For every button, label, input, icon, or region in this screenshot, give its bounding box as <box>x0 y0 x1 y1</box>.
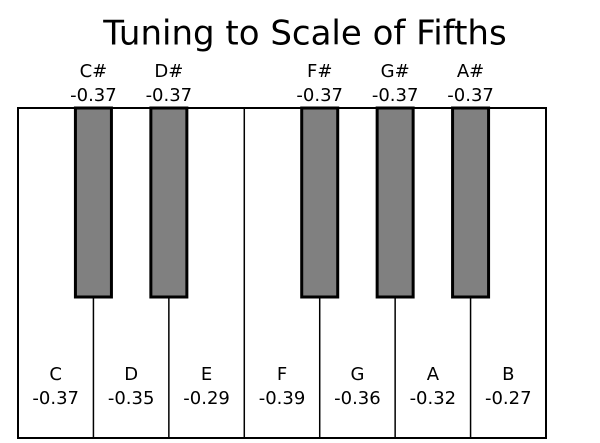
white-key-value: -0.29 <box>183 388 230 409</box>
white-key-note: C <box>49 364 62 385</box>
white-key-note: A <box>427 364 440 385</box>
white-key-note: E <box>201 364 212 385</box>
white-key-note: B <box>502 364 514 385</box>
white-key-value: -0.39 <box>259 388 306 409</box>
black-key-note: A# <box>457 61 484 82</box>
black-key-note: D# <box>154 61 183 82</box>
white-key-note: G <box>350 364 364 385</box>
black-key-note: F# <box>307 61 332 82</box>
white-key-value: -0.35 <box>108 388 155 409</box>
white-key-value: -0.36 <box>334 388 381 409</box>
white-key-value: -0.32 <box>410 388 457 409</box>
black-key-value: -0.37 <box>70 85 117 106</box>
white-key-note: F <box>277 364 287 385</box>
black-key <box>73 106 113 299</box>
black-key <box>149 106 189 299</box>
black-key <box>451 106 491 299</box>
black-key-value: -0.37 <box>447 85 494 106</box>
black-key-value: -0.37 <box>372 85 419 106</box>
black-key <box>375 106 415 299</box>
title: Tuning to Scale of Fifths <box>102 14 506 54</box>
black-key-note: C# <box>80 61 108 82</box>
black-key <box>300 106 340 299</box>
white-key-value: -0.37 <box>32 388 79 409</box>
black-key-note: G# <box>381 61 410 82</box>
black-key-value: -0.37 <box>146 85 193 106</box>
white-key-note: D <box>124 364 138 385</box>
black-key-value: -0.37 <box>296 85 343 106</box>
white-key-value: -0.27 <box>485 388 532 409</box>
